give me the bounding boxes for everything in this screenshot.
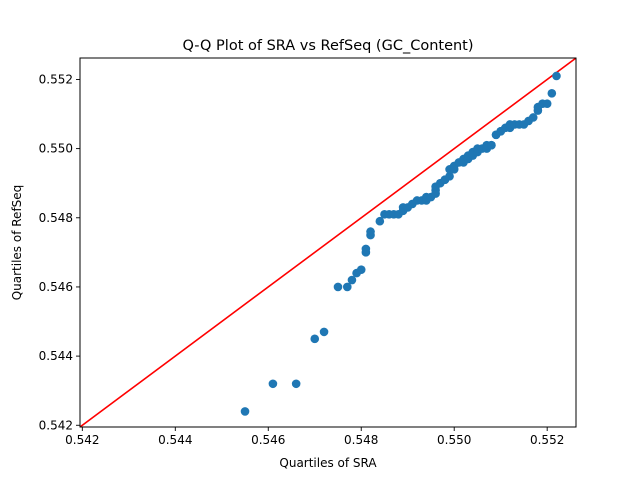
data-point <box>240 407 250 416</box>
data-point <box>552 71 561 81</box>
x-axis-label: Quartiles of SRA <box>279 456 377 470</box>
x-tick-label: 0.544 <box>158 433 192 447</box>
data-point <box>333 282 343 292</box>
y-tick-label: 0.542 <box>39 418 73 432</box>
y-axis-ticks: 0.542 0.544 0.546 0.548 0.550 0.552 <box>39 72 80 432</box>
x-tick-label: 0.548 <box>344 433 378 447</box>
y-tick-label: 0.546 <box>39 280 73 294</box>
y-tick-label: 0.548 <box>39 211 73 225</box>
data-point <box>342 282 352 292</box>
data-point <box>528 113 538 122</box>
data-point <box>542 99 552 108</box>
x-tick-label: 0.546 <box>251 433 285 447</box>
y-tick-label: 0.550 <box>39 142 73 156</box>
x-tick-label: 0.552 <box>530 433 564 447</box>
data-point <box>445 171 454 181</box>
y-tick-label: 0.544 <box>39 349 73 363</box>
scatter-points <box>240 71 561 416</box>
x-tick-label: 0.542 <box>65 433 99 447</box>
data-point <box>291 379 301 389</box>
data-point <box>366 227 375 236</box>
plot-content <box>80 58 576 427</box>
chart-title: Q-Q Plot of SRA vs RefSeq (GC_Content) <box>182 38 473 54</box>
data-point <box>375 216 385 226</box>
data-point <box>268 379 278 389</box>
y-axis-label: Quartiles of RefSeq <box>10 185 24 301</box>
x-axis-ticks: 0.542 0.544 0.546 0.548 0.550 0.552 <box>65 427 564 447</box>
y-tick-label: 0.552 <box>39 72 73 86</box>
data-point <box>547 88 557 98</box>
data-point <box>356 265 366 274</box>
reference-line <box>80 58 576 427</box>
data-point <box>487 140 496 150</box>
x-tick-label: 0.550 <box>437 433 471 447</box>
data-point <box>319 327 329 337</box>
plot-frame <box>79 57 577 428</box>
data-point <box>361 244 371 254</box>
data-point <box>310 334 320 344</box>
data-point <box>347 275 357 285</box>
